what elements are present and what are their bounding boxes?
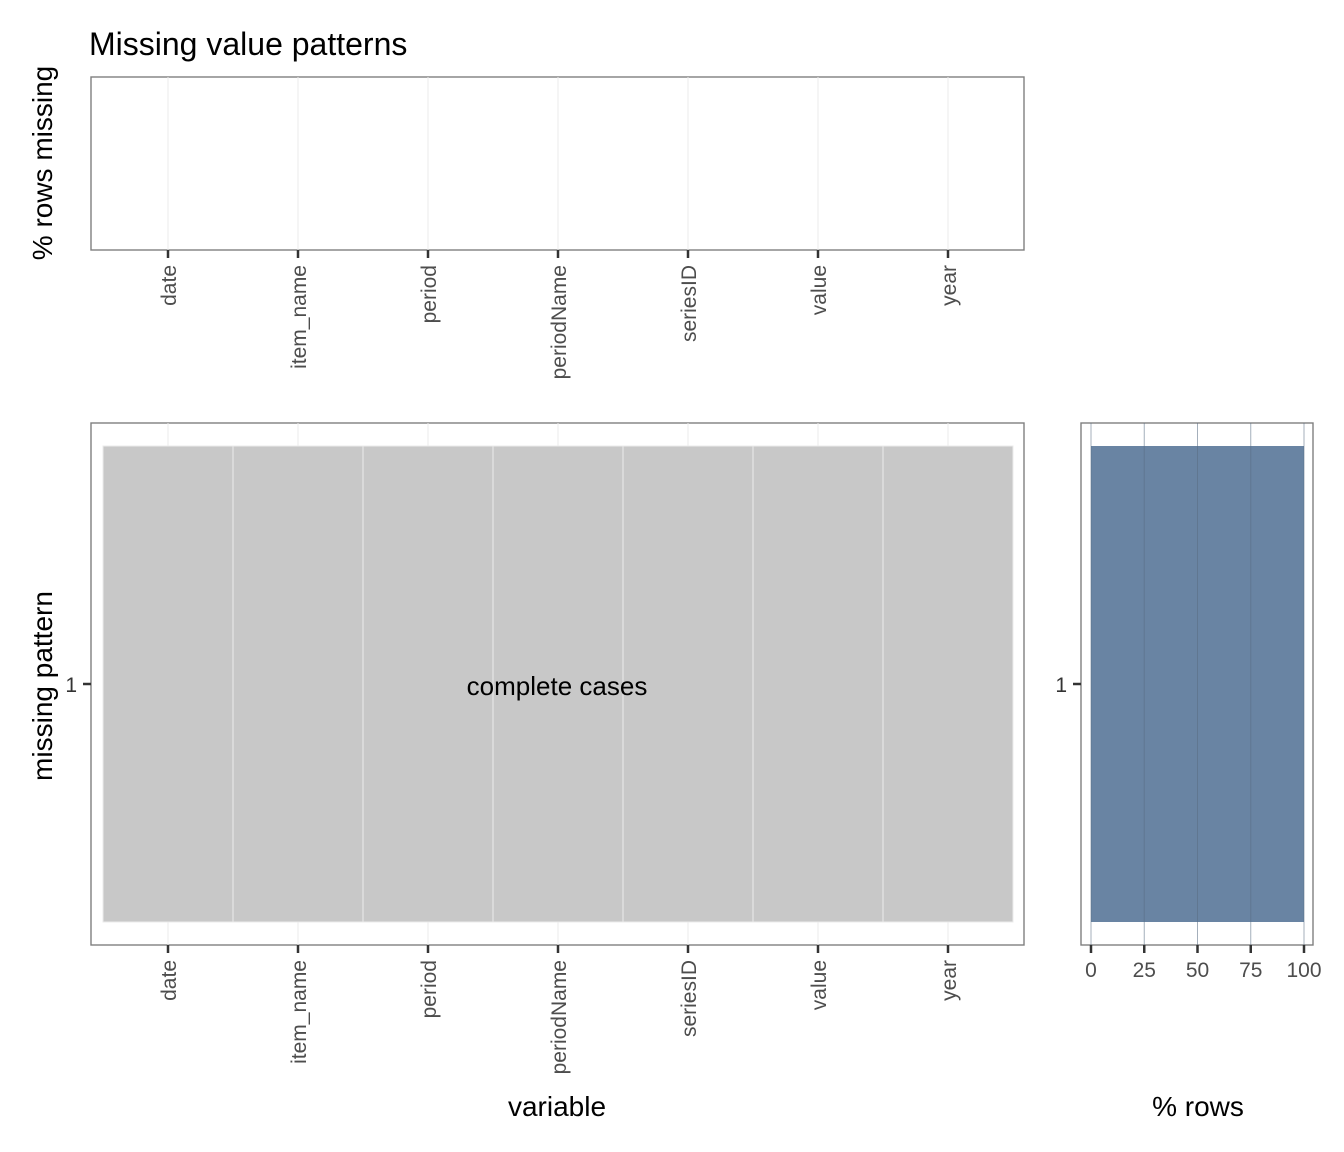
chart-title: Missing value patterns <box>89 26 407 62</box>
heatmap-cell-1-year <box>882 445 1014 923</box>
top-x-ticks <box>166 250 950 258</box>
top-x-tick-label: item_name <box>288 265 311 369</box>
main-y-tick-label: 1 <box>65 674 77 697</box>
heatmap-cell-1-item_name <box>232 445 364 923</box>
right-x-tick-label: 0 <box>1085 959 1097 982</box>
right-y-tick-label: 1 <box>1055 674 1067 697</box>
right-gridlines <box>1090 423 1305 945</box>
right-x-ticks <box>1089 945 1306 953</box>
top-x-tick-label: year <box>938 265 961 306</box>
main-x-tick-label: seriesID <box>678 960 701 1037</box>
main-x-tick-label: year <box>938 960 961 1001</box>
right-x-tick-labels: 0 25 50 75 100 <box>1085 959 1321 982</box>
main-panel: complete cases date item_name period period… <box>27 422 1025 1122</box>
top-y-axis-title: % rows missing <box>27 66 58 260</box>
heatmap-cell-1-period <box>362 445 494 923</box>
right-x-axis-title: % rows <box>1152 1091 1244 1122</box>
top-gridlines <box>167 77 949 250</box>
heatmap-cell-1-value <box>752 445 884 923</box>
top-x-tick-label: value <box>808 265 831 315</box>
main-x-ticks <box>166 945 950 953</box>
main-x-tick-label: item_name <box>288 960 311 1064</box>
main-x-tick-labels: date item_name period periodName seriesID val… <box>158 960 961 1074</box>
main-x-tick-label: period <box>418 960 441 1018</box>
heatmap-cell-1-periodName <box>492 445 624 923</box>
complete-cases-label: complete cases <box>467 671 648 701</box>
main-y-axis-title: missing pattern <box>27 591 58 781</box>
heatmap-cell-1-date <box>102 445 234 923</box>
top-x-tick-label: period <box>418 265 441 323</box>
top-panel: date item_name period periodName seriesID val… <box>27 66 1025 379</box>
right-x-tick-label: 100 <box>1286 959 1321 982</box>
main-x-tick-label: periodName <box>548 960 571 1074</box>
top-x-tick-labels: date item_name period periodName seriesID val… <box>158 265 961 379</box>
top-x-tick-label: date <box>158 265 181 306</box>
main-x-axis-title: variable <box>508 1091 606 1122</box>
right-y-ticks: 1 <box>1055 674 1081 697</box>
top-x-tick-label: periodName <box>548 265 571 379</box>
main-x-tick-label: date <box>158 960 181 1001</box>
top-x-tick-label: seriesID <box>678 265 701 342</box>
main-y-ticks: 1 <box>65 674 91 697</box>
right-panel: 0 25 50 75 100 1 % rows <box>1055 422 1322 1122</box>
right-x-tick-label: 50 <box>1186 959 1209 982</box>
right-x-tick-label: 25 <box>1133 959 1156 982</box>
right-x-tick-label: 75 <box>1239 959 1262 982</box>
heatmap-cells <box>102 445 1014 923</box>
main-x-tick-label: value <box>808 960 831 1010</box>
